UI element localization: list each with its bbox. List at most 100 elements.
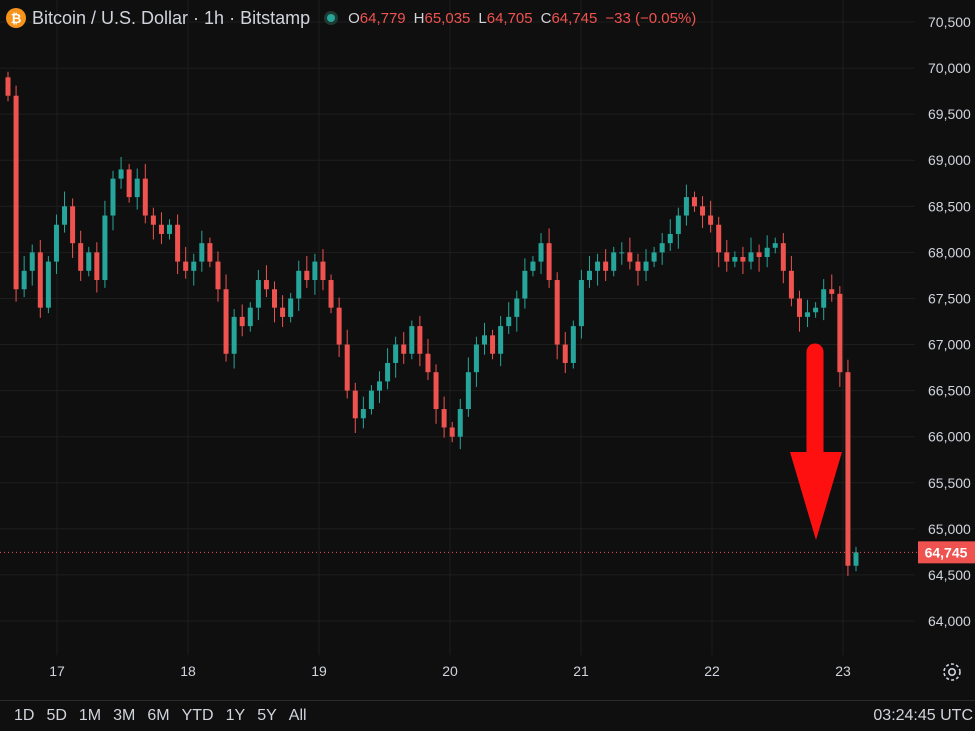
candle-up — [360, 409, 366, 419]
grid-lines — [0, 0, 915, 655]
open-value: 64,779 — [359, 9, 406, 27]
x-tick-label: 18 — [180, 663, 196, 679]
candle-up — [409, 326, 415, 354]
candle-up — [110, 178, 116, 216]
candle-down — [352, 390, 358, 419]
candle-down — [635, 261, 641, 271]
candle-up — [368, 390, 374, 410]
candle-up — [805, 312, 811, 317]
x-tick-label: 23 — [835, 663, 851, 679]
candle-down — [401, 344, 407, 354]
candle-down — [433, 372, 439, 410]
candle-down — [94, 252, 100, 281]
candle-down — [223, 289, 229, 354]
candle-down — [716, 224, 722, 253]
utc-clock[interactable]: 03:24:45 UTC — [873, 707, 973, 724]
range-1d-button[interactable]: 1D — [14, 707, 35, 724]
candle-down — [449, 427, 455, 437]
candle-down — [490, 335, 496, 354]
x-tick-label: 22 — [704, 663, 720, 679]
market-status-icon[interactable] — [324, 11, 339, 25]
candle-up — [538, 243, 544, 262]
range-1m-button[interactable]: 1M — [78, 707, 102, 724]
high-label: H — [413, 9, 425, 27]
candlestick-chart[interactable]: 64,000 64,500 65,000 65,500 66,000 66,500 67,0… — [0, 0, 975, 700]
y-tick-label: 64,500 — [928, 567, 971, 583]
candle-up — [247, 307, 253, 327]
price-axis[interactable]: 64,000 64,500 65,000 65,500 66,000 66,500 67,0… — [918, 14, 975, 629]
candle-down — [215, 261, 221, 290]
candle-down — [627, 252, 633, 262]
candle-up — [377, 381, 383, 391]
candle-up — [465, 372, 471, 410]
candle-up — [312, 261, 318, 281]
range-5y-button[interactable]: 5Y — [257, 707, 277, 724]
candle-down — [37, 252, 43, 308]
range-1y-button[interactable]: 1Y — [225, 707, 246, 724]
candle-down — [239, 316, 245, 327]
candle-up — [675, 215, 681, 234]
candle-down — [796, 298, 802, 317]
candle-down — [691, 197, 697, 207]
y-tick-label: 67,000 — [928, 337, 971, 353]
candle-up — [255, 280, 261, 308]
candle-up — [191, 261, 197, 271]
candle-up — [473, 344, 479, 373]
change-value: −33 (−0.05%) — [605, 9, 697, 27]
gear-icon[interactable] — [940, 660, 964, 684]
candle-up — [53, 224, 59, 262]
candle-down — [328, 280, 334, 308]
candle-up — [29, 252, 35, 271]
candle-down — [845, 372, 851, 566]
candle-down — [126, 169, 132, 198]
x-tick-label: 20 — [442, 663, 458, 679]
candle-up — [506, 316, 512, 327]
candle-down — [13, 95, 19, 290]
y-tick-label: 65,500 — [928, 475, 971, 491]
candle-down — [158, 224, 164, 234]
candle-down — [417, 326, 423, 354]
bitcoin-icon: ₿ — [6, 8, 26, 28]
candle-up — [732, 256, 738, 262]
candle-up — [199, 243, 205, 262]
low-value: 64,705 — [486, 9, 533, 27]
candle-down — [263, 280, 269, 290]
candle-up — [498, 326, 504, 354]
x-tick-label: 21 — [573, 663, 589, 679]
candle-up — [821, 289, 827, 308]
candle-up — [595, 261, 601, 271]
range-ytd-button[interactable]: YTD — [181, 707, 214, 724]
candle-down — [546, 243, 552, 281]
range-all-button[interactable]: All — [288, 707, 307, 724]
range-6m-button[interactable]: 6M — [147, 707, 170, 724]
last-price-label: 64,745 — [925, 544, 968, 560]
range-3m-button[interactable]: 3M — [113, 707, 136, 724]
low-label: L — [478, 9, 487, 27]
time-axis[interactable]: 17 18 19 20 21 22 23 — [49, 663, 851, 679]
close-label: C — [540, 9, 552, 27]
y-tick-label: 69,500 — [928, 106, 971, 122]
y-tick-label: 70,000 — [928, 60, 971, 76]
candle-down — [740, 256, 746, 262]
candle-down — [183, 261, 189, 271]
candle-down — [756, 252, 762, 257]
high-value: 65,035 — [424, 9, 471, 27]
candle-down — [344, 344, 350, 391]
candle-up — [651, 252, 657, 262]
candle-down — [336, 307, 342, 345]
candle-down — [788, 270, 794, 299]
candle-down — [780, 243, 786, 271]
candle-down — [837, 293, 843, 373]
candle-up — [748, 252, 754, 262]
candle-down — [175, 224, 181, 262]
range-5d-button[interactable]: 5D — [46, 707, 67, 724]
symbol-title[interactable]: Bitcoin / U.S. Dollar · 1h · Bitstamp — [32, 7, 311, 28]
candle-up — [530, 261, 536, 271]
y-tick-label: 64,000 — [928, 613, 971, 629]
candle-up — [118, 169, 124, 179]
x-tick-label: 19 — [311, 663, 327, 679]
candle-down — [280, 307, 286, 317]
candle-up — [514, 298, 520, 317]
candle-up — [288, 298, 294, 317]
